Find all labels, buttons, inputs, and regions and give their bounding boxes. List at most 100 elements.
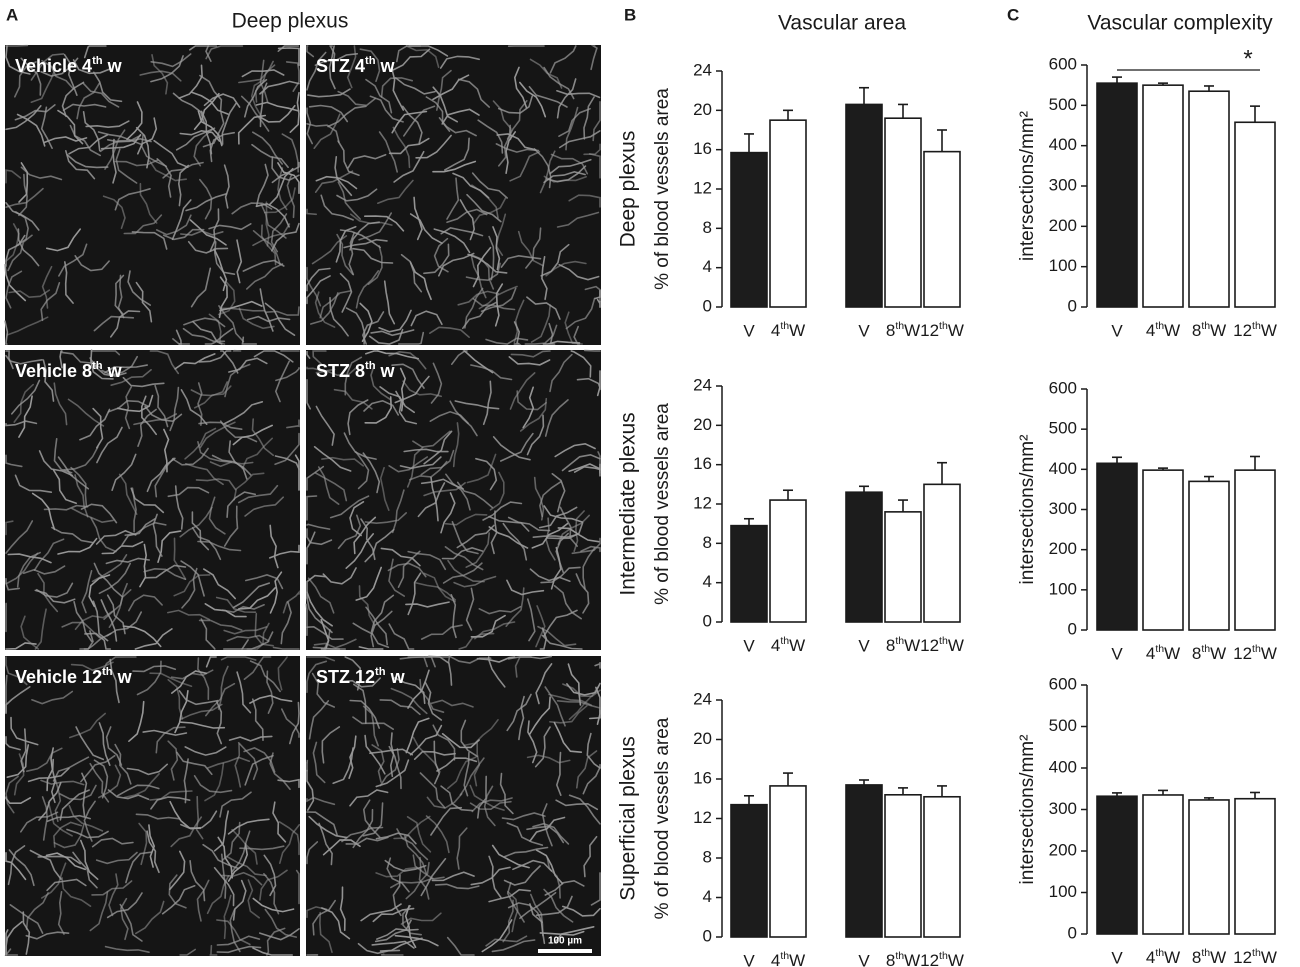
bar [1234,121,1276,308]
vessel [35,582,74,598]
vessel [189,219,227,246]
vessel [244,496,284,517]
x-tick-label: 8thW [886,320,920,341]
vessel [306,523,331,530]
bar [1234,469,1276,631]
vessel [436,69,452,111]
vessel [393,815,431,840]
vessel [233,472,265,501]
vessel [199,178,213,220]
vessel [216,935,261,946]
vessel [5,929,9,955]
vessel [72,59,112,75]
vessel [582,763,601,795]
vessel [424,681,443,721]
vessel [183,317,226,328]
vessel [358,585,376,626]
vessel [378,131,398,173]
vessel [485,935,528,947]
vessel [391,110,428,134]
vessel [545,260,587,277]
vessel [500,254,542,268]
vessel [347,399,369,436]
y-tick-label: 400 [1049,459,1077,478]
vessel [457,290,500,306]
vessel [513,299,525,343]
vessel [369,95,404,123]
x-tick-label: V [858,321,870,340]
vessel [502,522,528,561]
y-tick-label: 16 [693,768,712,787]
vessel [82,111,101,152]
vessel [510,350,551,358]
vessel [518,695,525,741]
vessel [191,527,222,561]
vessel [123,773,160,799]
y-tick-label: 500 [1049,716,1077,735]
vessel [53,824,85,849]
vessel [596,298,601,308]
vessel [114,188,151,211]
vessel [285,61,300,92]
vessel [81,772,88,817]
vessel [513,66,528,109]
panel-letter: C [1007,5,1019,24]
vessel [562,683,601,698]
vessel [80,754,116,783]
vessel [456,524,495,549]
vessel [271,156,300,181]
vessel [503,865,541,886]
vessel [441,108,480,125]
vessel [440,227,484,237]
vessel [241,437,273,470]
vessel [180,703,223,720]
vessel [363,399,399,416]
vessel [306,597,333,634]
vessel [15,211,29,247]
vessel [20,615,40,650]
vessel [238,484,279,504]
vessel [506,693,532,732]
vessel [163,428,170,473]
vessel [425,96,451,132]
y-tick-label: 600 [1049,54,1077,73]
vessel [355,451,370,490]
vessel [433,228,471,254]
vessel [241,95,270,132]
vessel-texture [4,656,301,956]
vessel [193,129,213,167]
x-tick-label: 8thW [886,950,920,967]
vessel [306,123,340,143]
vessel [143,567,187,580]
vessel [74,610,114,631]
vessel [472,297,516,311]
vessel-texture [305,349,601,650]
vessel [202,111,225,148]
y-tick-label: 400 [1049,757,1077,776]
vessel [306,660,328,694]
vessel [5,520,34,554]
vessel [456,827,468,870]
x-tick-label: V [858,951,870,967]
vessel [112,138,117,184]
y-tick-label: 300 [1049,499,1077,518]
vessel [576,750,598,789]
vessel [5,686,31,715]
bar [1142,84,1184,308]
vessel [53,438,73,474]
vessel [337,181,361,220]
vessel [220,656,257,661]
vessel [5,270,23,309]
vessel [555,751,562,796]
vessel [114,743,132,785]
vessel [69,712,106,739]
panel-title: Vascular complexity [1087,12,1273,35]
vessel [219,300,263,312]
vessel [311,235,348,265]
vessel [344,356,363,396]
vessel [540,566,581,584]
vessel [441,547,484,560]
vessel [5,223,20,262]
vessel [259,82,268,128]
y-tick-label: 8 [703,847,712,866]
